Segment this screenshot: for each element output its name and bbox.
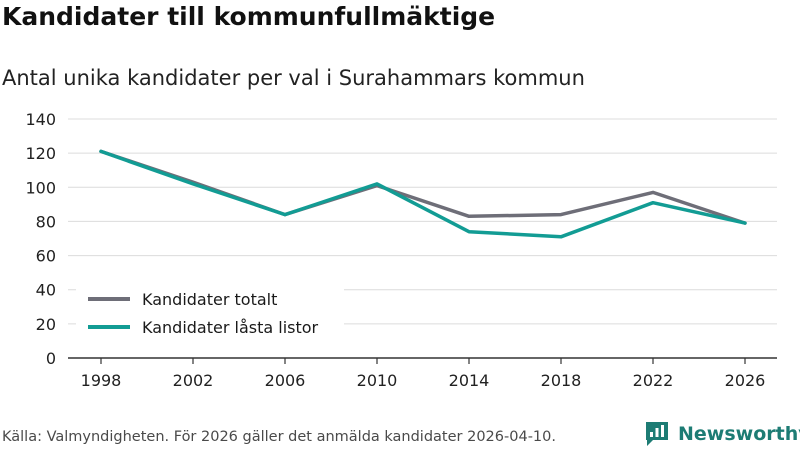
x-tick-label-2014: 2014	[449, 371, 490, 390]
y-tick-label-100: 100	[25, 178, 56, 197]
newsworthy-logo-icon	[646, 422, 668, 446]
y-tick-label-120: 120	[25, 144, 56, 163]
legend-box	[76, 283, 344, 343]
brand-name: Newsworthy	[678, 423, 800, 445]
legend-label-2: Kandidater låsta listor	[142, 318, 319, 337]
series-line-2	[99, 149, 747, 239]
source-note: Källa: Valmyndigheten. För 2026 gäller d…	[2, 429, 556, 445]
y-tick-label-20: 20	[36, 315, 56, 334]
newsworthy-logo[interactable]: Newsworthy	[644, 420, 800, 448]
chart-subtitle: Antal unika kandidater per val i Suraham…	[2, 66, 585, 90]
x-tick-label-1998: 1998	[81, 371, 122, 390]
x-tick-label-2002: 2002	[173, 371, 214, 390]
y-tick-label-60: 60	[36, 247, 56, 266]
y-tick-label-80: 80	[36, 212, 56, 231]
x-tick-label-2018: 2018	[541, 371, 582, 390]
x-tick-label-2026: 2026	[725, 371, 766, 390]
x-tick-label-2022: 2022	[633, 371, 674, 390]
x-tick-label-2010: 2010	[357, 371, 398, 390]
x-tick-label-2006: 2006	[265, 371, 306, 390]
y-tick-label-40: 40	[36, 281, 56, 300]
y-tick-label-0: 0	[46, 349, 56, 368]
legend-label-1: Kandidater totalt	[142, 290, 277, 309]
chart-title: Kandidater till kommunfullmäktige	[2, 2, 496, 31]
y-tick-label-140: 140	[25, 110, 56, 129]
